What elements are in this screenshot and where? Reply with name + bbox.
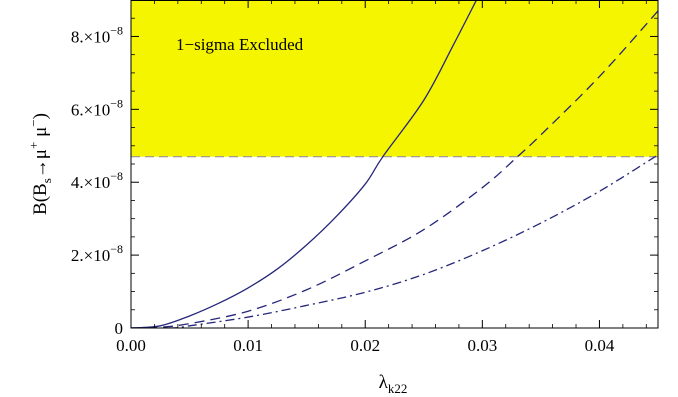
y-label-prefix: B(B [30,183,51,215]
x-tick-label: 0.04 [585,336,615,355]
y-tick-label: 8.×10−8 [71,23,123,46]
excluded-region [131,0,658,157]
y-tick-label: 2.×10−8 [71,242,123,265]
y-axis-label: B(Bs→μ+ μ−) [26,113,54,215]
y-label-sub: s [39,178,54,183]
y-tick-label: 0 [115,319,124,338]
x-tick-label: 0.01 [233,336,263,355]
y-tick-label: 6.×10−8 [71,96,123,119]
y-label-sup2: − [26,119,41,126]
y-label-sup1: + [26,142,41,149]
plot-area [131,0,658,328]
x-axis-label: λk22 [379,372,408,396]
y-label-suffix: ) [30,113,51,119]
series-line-dashed [131,10,658,328]
x-axis-label-main: λ [379,372,389,393]
x-axis-label-subscript: k22 [388,381,408,396]
series-layer [131,0,658,328]
axis-ticks: 0.00 0.01 0.02 0.03 0.04 0 2.×10−8 4.×10−8 6.×10… [71,0,658,355]
x-tick-label: 0.00 [116,336,146,355]
series-line-solid [131,0,478,328]
series-line-dashdot [131,154,658,328]
y-label-mid: μ [30,127,51,142]
excluded-region-label: 1−sigma Excluded [176,35,304,54]
x-tick-label: 0.02 [350,336,380,355]
y-tick-label: 4.×10−8 [71,169,123,192]
x-tick-label: 0.03 [467,336,497,355]
y-label-arrow: →μ [30,149,51,178]
